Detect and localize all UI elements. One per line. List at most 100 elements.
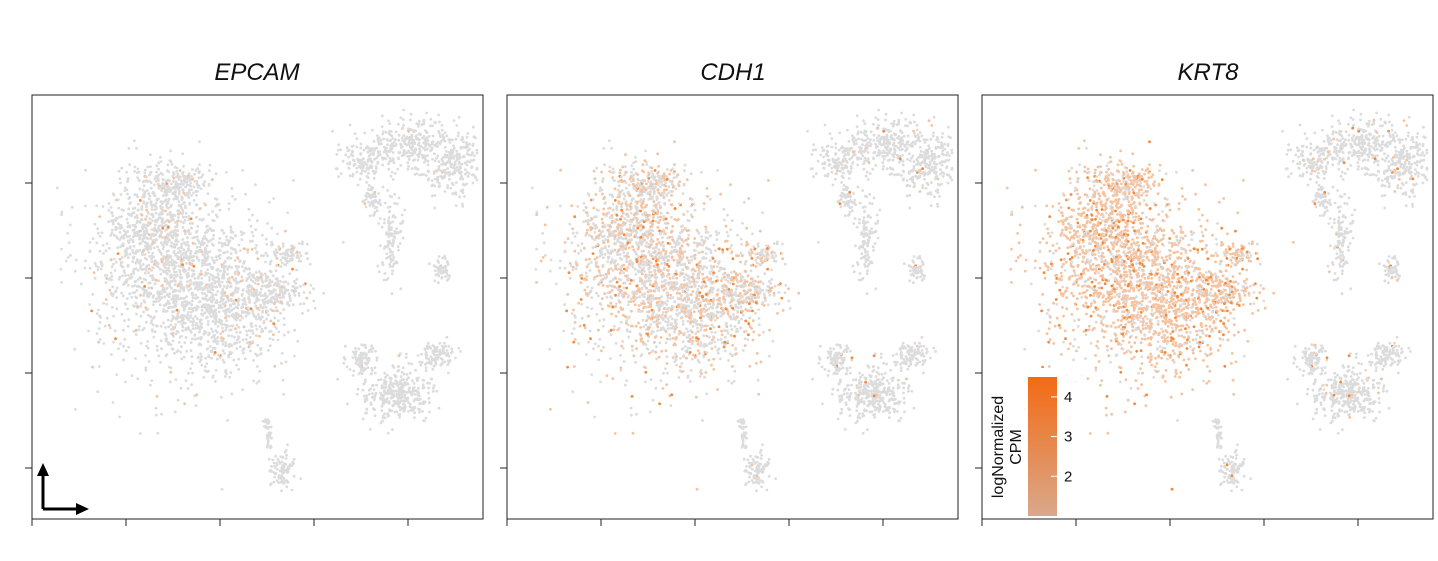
cell-point xyxy=(179,284,183,287)
cell-point xyxy=(189,252,193,256)
cell-point xyxy=(446,273,450,277)
cell-point xyxy=(223,375,227,378)
cell-point xyxy=(655,345,658,349)
cell-point xyxy=(112,314,115,318)
cell-point xyxy=(435,156,438,160)
cell-point xyxy=(138,432,142,435)
cell-point xyxy=(149,235,153,238)
cell-point xyxy=(276,232,279,236)
cell-point xyxy=(653,169,657,172)
cell-point xyxy=(185,295,188,298)
cell-point xyxy=(210,356,214,360)
cell-point xyxy=(266,283,270,287)
right-arrow-head xyxy=(76,503,89,515)
cell-point xyxy=(191,296,195,300)
cell-point xyxy=(266,443,270,447)
cell-point xyxy=(174,332,178,336)
cell-point xyxy=(461,155,465,159)
cell-point xyxy=(562,329,565,333)
cell-point xyxy=(224,341,228,345)
cell-point xyxy=(79,282,83,286)
cell-point xyxy=(573,321,577,324)
cell-point xyxy=(229,256,233,260)
cell-point xyxy=(742,200,746,204)
cell-point xyxy=(417,147,421,151)
cell-point xyxy=(351,172,355,176)
cell-point xyxy=(167,197,171,201)
cell-point xyxy=(218,305,222,308)
cell-point xyxy=(602,147,606,150)
cell-point xyxy=(136,249,140,253)
cell-point xyxy=(463,195,466,198)
cell-point xyxy=(413,149,416,153)
cell-point xyxy=(293,279,296,283)
cell-point xyxy=(346,402,349,406)
cell-point xyxy=(215,330,219,334)
cell-points xyxy=(530,108,954,493)
cell-point xyxy=(122,294,125,298)
cell-point xyxy=(380,225,384,229)
cell-point xyxy=(306,257,309,261)
cell-point xyxy=(221,330,225,333)
cell-point xyxy=(159,224,163,228)
cell-point xyxy=(134,357,137,360)
cell-point xyxy=(178,270,182,273)
cell-point xyxy=(453,171,457,175)
cell-point xyxy=(400,213,404,217)
cell-point xyxy=(408,151,412,155)
cell-point xyxy=(270,226,274,230)
cell-point xyxy=(215,215,219,219)
cell-point xyxy=(126,225,130,229)
cell-point xyxy=(386,206,390,209)
cell-point xyxy=(739,237,743,241)
cell-point xyxy=(133,233,137,236)
cell-point xyxy=(367,359,371,363)
cell-point xyxy=(404,138,408,141)
cell-point xyxy=(438,350,441,353)
cell-point xyxy=(471,142,475,146)
cell-point xyxy=(290,488,294,492)
cell-point xyxy=(238,260,242,263)
cell-point xyxy=(282,252,286,256)
cell-point xyxy=(380,386,384,390)
cell-point xyxy=(412,382,416,385)
cell-point xyxy=(213,316,217,320)
cell-point xyxy=(166,163,170,167)
cell-point xyxy=(248,329,251,332)
cell-point xyxy=(399,222,402,225)
cell-point xyxy=(388,194,392,198)
cell-point xyxy=(155,170,158,174)
cell-point xyxy=(389,251,392,254)
cell-point xyxy=(291,303,295,307)
cell-point xyxy=(91,237,95,241)
cell-point xyxy=(182,221,185,225)
cell-point xyxy=(226,284,230,288)
cell-point xyxy=(651,398,655,402)
cell-point xyxy=(233,197,237,201)
cell-point xyxy=(244,357,247,361)
cell-point xyxy=(679,298,683,301)
cell-point xyxy=(274,288,277,292)
cell-point xyxy=(153,330,157,334)
cell-point xyxy=(229,371,233,374)
cell-point xyxy=(279,252,282,256)
cell-point xyxy=(180,345,183,349)
cell-point xyxy=(195,235,199,239)
cell-point xyxy=(618,253,622,256)
cell-point xyxy=(187,172,191,176)
cell-point xyxy=(254,271,258,274)
cell-point xyxy=(767,179,770,182)
cell-point xyxy=(443,131,447,135)
cell-point xyxy=(662,307,666,310)
cell-point xyxy=(138,260,142,264)
cell-point xyxy=(376,160,380,164)
cell-point xyxy=(209,349,213,353)
cell-point xyxy=(207,182,211,186)
cell-point xyxy=(226,272,230,276)
cell-point xyxy=(274,306,278,309)
cell-point xyxy=(261,310,264,314)
cell-point xyxy=(172,335,176,338)
cell-point xyxy=(224,344,227,348)
cell-point xyxy=(149,202,153,206)
up-arrow-head xyxy=(37,463,49,476)
